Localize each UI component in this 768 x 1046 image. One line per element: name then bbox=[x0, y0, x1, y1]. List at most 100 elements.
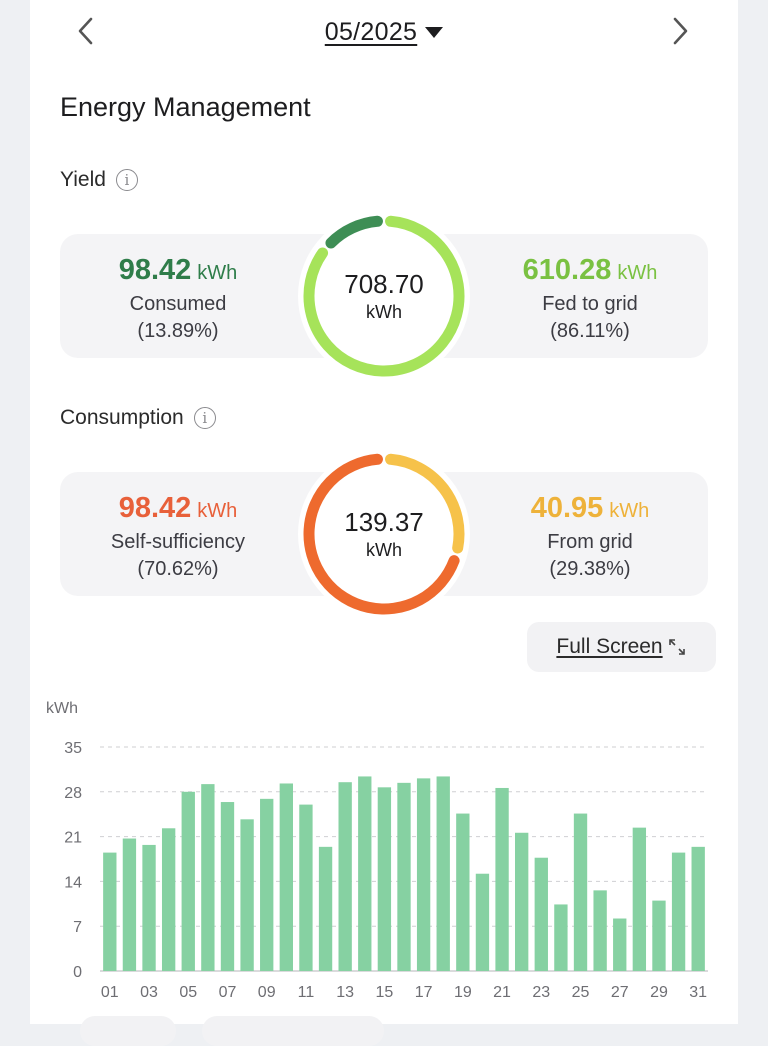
consumption-label: Consumption bbox=[60, 406, 184, 429]
consumption-info-icon[interactable]: i bbox=[193, 407, 216, 429]
consumption-left-segment bbox=[303, 453, 460, 615]
yield-section-label: Yield i bbox=[60, 168, 138, 192]
y-axis-unit-label: kWh bbox=[46, 700, 78, 717]
fed-label: Fed to grid bbox=[542, 293, 638, 315]
self-sufficiency-label: Self-sufficiency bbox=[110, 531, 246, 553]
bar-day-13[interactable] bbox=[338, 782, 352, 971]
bar-day-05[interactable] bbox=[181, 791, 195, 971]
x-tick-label: 25 bbox=[572, 984, 590, 1001]
bar-day-18[interactable] bbox=[436, 776, 450, 971]
month-label: 05/2025 bbox=[324, 17, 418, 46]
yield-ring: 708.70 kWh bbox=[294, 206, 474, 386]
x-tick-label: 31 bbox=[689, 984, 707, 1001]
bar-day-29[interactable] bbox=[652, 900, 666, 971]
from-grid-value: 40.95 bbox=[530, 492, 604, 524]
x-tick-label: 27 bbox=[611, 984, 629, 1001]
consumed-unit: kWh bbox=[197, 262, 238, 284]
yield-total: 708.70 bbox=[344, 269, 424, 299]
bar-day-25[interactable] bbox=[573, 813, 588, 971]
bar-day-15[interactable] bbox=[377, 787, 392, 971]
bar-day-02[interactable] bbox=[122, 838, 137, 971]
bottom-tab-pill-2[interactable] bbox=[202, 1016, 384, 1046]
x-tick-label: 17 bbox=[415, 984, 433, 1001]
bar-day-06[interactable] bbox=[201, 784, 215, 971]
x-tick-label: 07 bbox=[219, 984, 237, 1001]
chevron-left-icon bbox=[78, 17, 93, 45]
from-grid-unit: kWh bbox=[609, 500, 650, 522]
x-tick-label: 15 bbox=[375, 984, 393, 1001]
x-tick-label: 05 bbox=[179, 984, 197, 1001]
self-sufficiency-unit: kWh bbox=[197, 500, 238, 522]
yield-left-segment bbox=[325, 215, 383, 249]
yield-donut bbox=[298, 210, 470, 382]
yield-right-segment bbox=[303, 215, 465, 377]
bar-day-07[interactable] bbox=[220, 802, 235, 971]
yield-fed-stat: 610.28 kWh Fed to grid (86.11%) bbox=[472, 254, 708, 343]
from-grid-label: From grid bbox=[547, 531, 633, 553]
x-tick-label: 19 bbox=[454, 984, 472, 1001]
yield-total-unit: kWh bbox=[366, 302, 402, 322]
bar-day-09[interactable] bbox=[260, 798, 274, 971]
month-picker[interactable]: 05/2025 bbox=[304, 14, 464, 50]
consumption-ring-center: 139.37 kWh bbox=[294, 444, 474, 624]
bar-day-04[interactable] bbox=[161, 828, 176, 971]
next-month-button[interactable] bbox=[664, 14, 696, 48]
consumption-section-label: Consumption i bbox=[60, 406, 216, 430]
bar-day-20[interactable] bbox=[475, 873, 490, 971]
yield-ring-background bbox=[298, 210, 470, 382]
bar-day-03[interactable] bbox=[142, 844, 156, 971]
self-sufficiency-stat: 98.42 kWh Self-sufficiency (70.62%) bbox=[60, 492, 296, 581]
bar-day-14[interactable] bbox=[358, 776, 372, 971]
bar-day-01[interactable] bbox=[103, 852, 117, 971]
bar-day-12[interactable] bbox=[318, 846, 333, 971]
consumption-ring-background bbox=[298, 448, 470, 620]
chevron-right-icon bbox=[673, 17, 688, 45]
bar-day-23[interactable] bbox=[534, 857, 548, 971]
bar-day-30[interactable] bbox=[671, 852, 686, 971]
bar-day-17[interactable] bbox=[416, 778, 431, 971]
bar-day-24[interactable] bbox=[554, 904, 568, 971]
x-tick-label: 01 bbox=[101, 984, 119, 1001]
bar-day-11[interactable] bbox=[299, 804, 313, 971]
page-title: Energy Management bbox=[60, 92, 311, 122]
bar-day-27[interactable] bbox=[613, 918, 627, 971]
fed-percent: (86.11%) bbox=[550, 320, 630, 342]
bar-day-28[interactable] bbox=[632, 827, 647, 971]
yield-consumed-stat: 98.42 kWh Consumed (13.89%) bbox=[60, 254, 296, 343]
consumption-right-segment bbox=[385, 453, 465, 554]
full-screen-label: Full Screen bbox=[556, 635, 663, 658]
bar-day-31[interactable] bbox=[691, 846, 705, 971]
x-tick-label: 21 bbox=[493, 984, 511, 1001]
x-tick-label: 23 bbox=[532, 984, 550, 1001]
full-screen-button[interactable]: Full Screen bbox=[527, 622, 716, 672]
prev-month-button[interactable] bbox=[70, 14, 102, 48]
yield-info-icon[interactable]: i bbox=[115, 169, 138, 191]
x-tick-label: 29 bbox=[650, 984, 668, 1001]
consumption-total-unit: kWh bbox=[366, 540, 402, 560]
consumption-total: 139.37 bbox=[344, 507, 424, 537]
bar-day-16[interactable] bbox=[397, 782, 411, 971]
bar-day-10[interactable] bbox=[279, 783, 293, 971]
bar-day-21[interactable] bbox=[495, 787, 509, 971]
from-grid-stat: 40.95 kWh From grid (29.38%) bbox=[472, 492, 708, 581]
from-grid-percent: (29.38%) bbox=[549, 558, 631, 580]
consumption-ring: 139.37 kWh bbox=[294, 444, 474, 624]
energy-card: 05/2025 Energy Management Yield i 98.42 k… bbox=[30, 0, 738, 1046]
bar-day-26[interactable] bbox=[593, 890, 607, 971]
x-tick-label: 03 bbox=[140, 984, 158, 1001]
y-tick-label: 7 bbox=[73, 919, 82, 936]
self-sufficiency-value: 98.42 bbox=[118, 492, 192, 524]
fed-unit: kWh bbox=[617, 262, 658, 284]
consumed-label: Consumed bbox=[129, 293, 227, 315]
bar-day-22[interactable] bbox=[515, 832, 529, 971]
yield-ring-center: 708.70 kWh bbox=[294, 206, 474, 386]
consumed-percent: (13.89%) bbox=[137, 320, 219, 342]
self-sufficiency-percent: (70.62%) bbox=[137, 558, 219, 580]
bar-day-08[interactable] bbox=[240, 819, 254, 971]
expand-icon bbox=[668, 639, 685, 655]
caret-down-icon bbox=[425, 26, 444, 38]
bar-day-19[interactable] bbox=[456, 813, 470, 971]
yield-label: Yield bbox=[60, 168, 106, 191]
bottom-tab-pill[interactable] bbox=[80, 1016, 176, 1046]
